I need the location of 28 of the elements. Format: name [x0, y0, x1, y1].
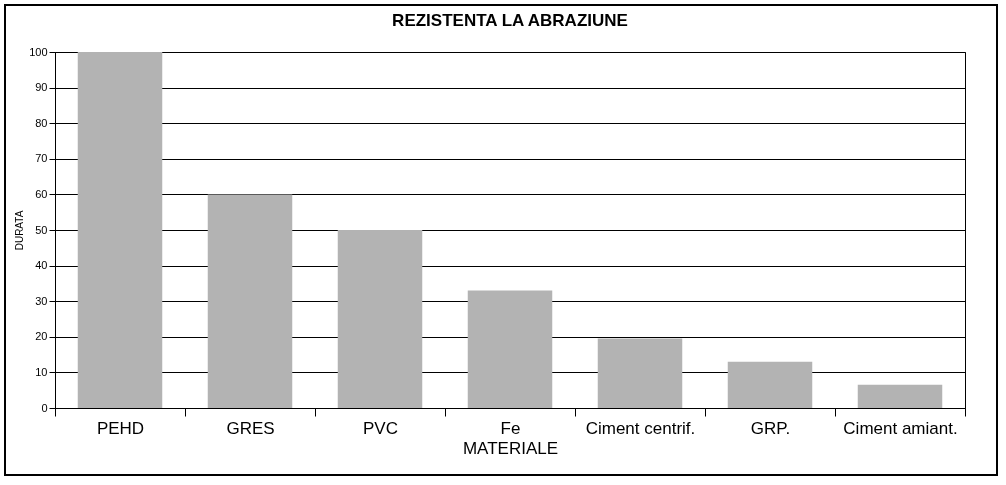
y-tick-label: 100: [29, 45, 48, 58]
x-tick-label: Fe: [500, 418, 521, 438]
bar: [77, 52, 163, 408]
bar: [337, 230, 423, 408]
y-tick-label: 70: [35, 152, 48, 165]
y-tick-label: 90: [35, 81, 48, 94]
x-tick-label: PEHD: [96, 418, 145, 438]
y-axis-title: DURATA: [14, 210, 26, 251]
y-tick-label: 60: [35, 187, 48, 200]
y-tick-label: 10: [35, 365, 48, 378]
y-tick-label: 80: [35, 116, 48, 129]
bar: [857, 384, 943, 408]
bar: [467, 290, 553, 408]
y-tick-label: 20: [35, 330, 48, 343]
x-tick-label: GRES: [226, 418, 275, 438]
x-tick-label: Ciment amiant.: [843, 418, 958, 438]
bar: [597, 338, 683, 408]
x-tick-label: GRP.: [750, 418, 791, 438]
bar: [727, 361, 813, 408]
y-tick-label: 30: [35, 294, 48, 307]
y-tick-label: 0: [41, 401, 48, 414]
y-tick-label: 40: [35, 259, 48, 272]
y-tick-label: 50: [35, 223, 48, 236]
bar: [207, 194, 293, 408]
x-axis-title: MATERIALE: [462, 438, 559, 458]
x-tick-label: Ciment centrif.: [585, 418, 696, 438]
x-tick-label: PVC: [363, 418, 398, 438]
chart-title: REZISTENTA LA ABRAZIUNE: [392, 11, 628, 30]
